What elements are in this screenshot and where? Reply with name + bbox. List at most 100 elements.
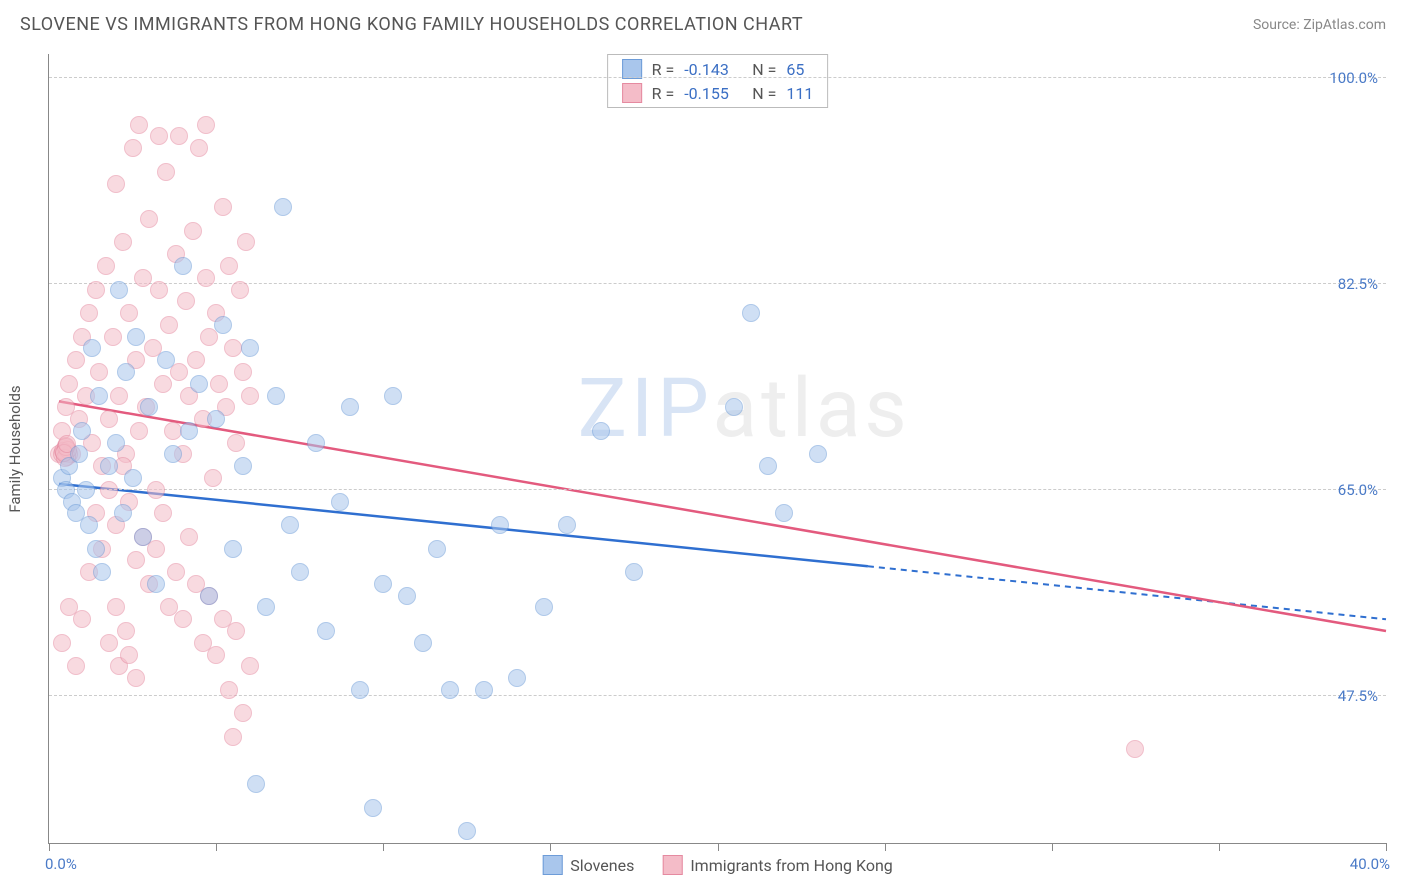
x-tick: [1219, 843, 1220, 851]
data-point: [70, 445, 88, 463]
legend-item: Immigrants from Hong Kong: [662, 855, 892, 875]
data-point: [60, 375, 78, 393]
data-point: [398, 587, 416, 605]
data-point: [177, 292, 195, 310]
data-point: [274, 198, 292, 216]
data-point: [130, 422, 148, 440]
data-point: [414, 634, 432, 652]
gridline: [49, 489, 1386, 490]
data-point: [625, 563, 643, 581]
data-point: [120, 646, 138, 664]
x-axis-min-label: 0.0%: [45, 855, 77, 873]
scatter-chart: ZIPatlas Family Households R =-0.143N =6…: [48, 54, 1386, 844]
data-point: [224, 339, 242, 357]
data-point: [508, 669, 526, 687]
data-point: [234, 704, 252, 722]
data-point: [241, 657, 259, 675]
data-point: [67, 657, 85, 675]
data-point: [458, 822, 476, 840]
data-point: [77, 481, 95, 499]
data-point: [475, 681, 493, 699]
data-point: [341, 398, 359, 416]
data-point: [83, 339, 101, 357]
x-tick: [216, 843, 217, 851]
x-tick: [718, 843, 719, 851]
data-point: [227, 622, 245, 640]
data-point: [124, 139, 142, 157]
data-point: [234, 457, 252, 475]
data-point: [90, 387, 108, 405]
data-point: [93, 563, 111, 581]
series-swatch: [622, 83, 642, 103]
data-point: [384, 387, 402, 405]
data-point: [307, 434, 325, 452]
data-point: [147, 575, 165, 593]
data-point: [174, 610, 192, 628]
data-point: [775, 504, 793, 522]
data-point: [114, 233, 132, 251]
data-point: [114, 504, 132, 522]
x-axis-max-label: 40.0%: [1350, 855, 1390, 873]
data-point: [127, 328, 145, 346]
series-swatch: [542, 855, 562, 875]
data-point: [140, 398, 158, 416]
data-point: [227, 434, 245, 452]
data-point: [190, 375, 208, 393]
data-point: [174, 257, 192, 275]
data-point: [214, 316, 232, 334]
data-point: [107, 434, 125, 452]
data-point: [167, 563, 185, 581]
trendline: [59, 484, 868, 566]
data-point: [267, 387, 285, 405]
data-point: [134, 269, 152, 287]
data-point: [220, 257, 238, 275]
gridline: [49, 77, 1386, 78]
data-point: [100, 457, 118, 475]
trendlines: [49, 54, 1386, 843]
data-point: [110, 387, 128, 405]
data-point: [742, 304, 760, 322]
data-point: [170, 127, 188, 145]
data-point: [197, 116, 215, 134]
data-point: [759, 457, 777, 475]
data-point: [220, 681, 238, 699]
data-point: [1126, 740, 1144, 758]
data-point: [180, 528, 198, 546]
data-point: [247, 775, 265, 793]
data-point: [491, 516, 509, 534]
data-point: [257, 598, 275, 616]
y-tick-label: 47.5%: [1338, 687, 1378, 705]
series-swatch: [662, 855, 682, 875]
data-point: [725, 398, 743, 416]
data-point: [100, 634, 118, 652]
data-point: [124, 469, 142, 487]
x-tick: [49, 843, 50, 851]
data-point: [291, 563, 309, 581]
data-point: [80, 304, 98, 322]
data-point: [200, 587, 218, 605]
data-point: [237, 233, 255, 251]
data-point: [87, 281, 105, 299]
source-label: Source: ZipAtlas.com: [1253, 17, 1386, 33]
data-point: [120, 304, 138, 322]
data-point: [331, 493, 349, 511]
data-point: [97, 257, 115, 275]
data-point: [592, 422, 610, 440]
x-tick: [550, 843, 551, 851]
gridline: [49, 695, 1386, 696]
legend-item: Slovenes: [542, 855, 634, 875]
data-point: [110, 281, 128, 299]
x-tick: [383, 843, 384, 851]
stat-N-label: N =: [752, 84, 776, 103]
data-point: [234, 363, 252, 381]
data-point: [150, 127, 168, 145]
series-legend: Slovenes Immigrants from Hong Kong: [542, 855, 893, 875]
data-point: [147, 481, 165, 499]
stats-row: R =-0.155N =111: [608, 81, 828, 105]
stat-R-label: R =: [652, 84, 675, 103]
stat-R-value: -0.155: [684, 84, 742, 103]
data-point: [107, 175, 125, 193]
data-point: [53, 634, 71, 652]
data-point: [224, 728, 242, 746]
x-tick: [1052, 843, 1053, 851]
